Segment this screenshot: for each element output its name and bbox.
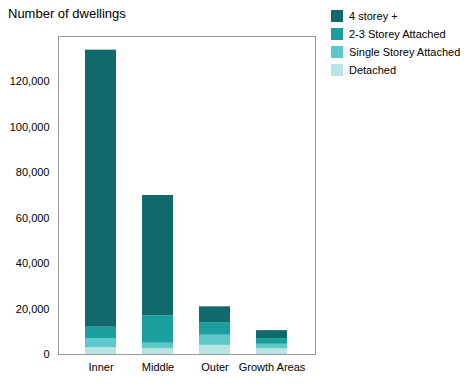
svg-text:40,000: 40,000	[16, 257, 50, 269]
svg-text:80,000: 80,000	[16, 166, 50, 178]
svg-text:0: 0	[43, 348, 49, 360]
svg-text:120,000: 120,000	[10, 75, 50, 87]
html-text:Single Storey Attached: Single Storey Attached	[349, 46, 461, 58]
svg-text:100,000: 100,000	[10, 121, 50, 133]
svg-text:Outer: Outer	[201, 361, 229, 373]
svg-text:Inner: Inner	[88, 361, 113, 373]
html-text:2-3 Storey Attached: 2-3 Storey Attached	[349, 28, 446, 40]
svg-text:60,000: 60,000	[16, 212, 50, 224]
html-text:Number of dwellings: Number of dwellings	[8, 6, 126, 21]
svg-text:Middle: Middle	[142, 361, 174, 373]
svg-text:20,000: 20,000	[16, 303, 50, 315]
html-text:Detached: Detached	[349, 64, 397, 76]
svg-text:Growth Areas: Growth Areas	[239, 361, 306, 373]
html-text:4 storey +: 4 storey +	[349, 10, 398, 22]
